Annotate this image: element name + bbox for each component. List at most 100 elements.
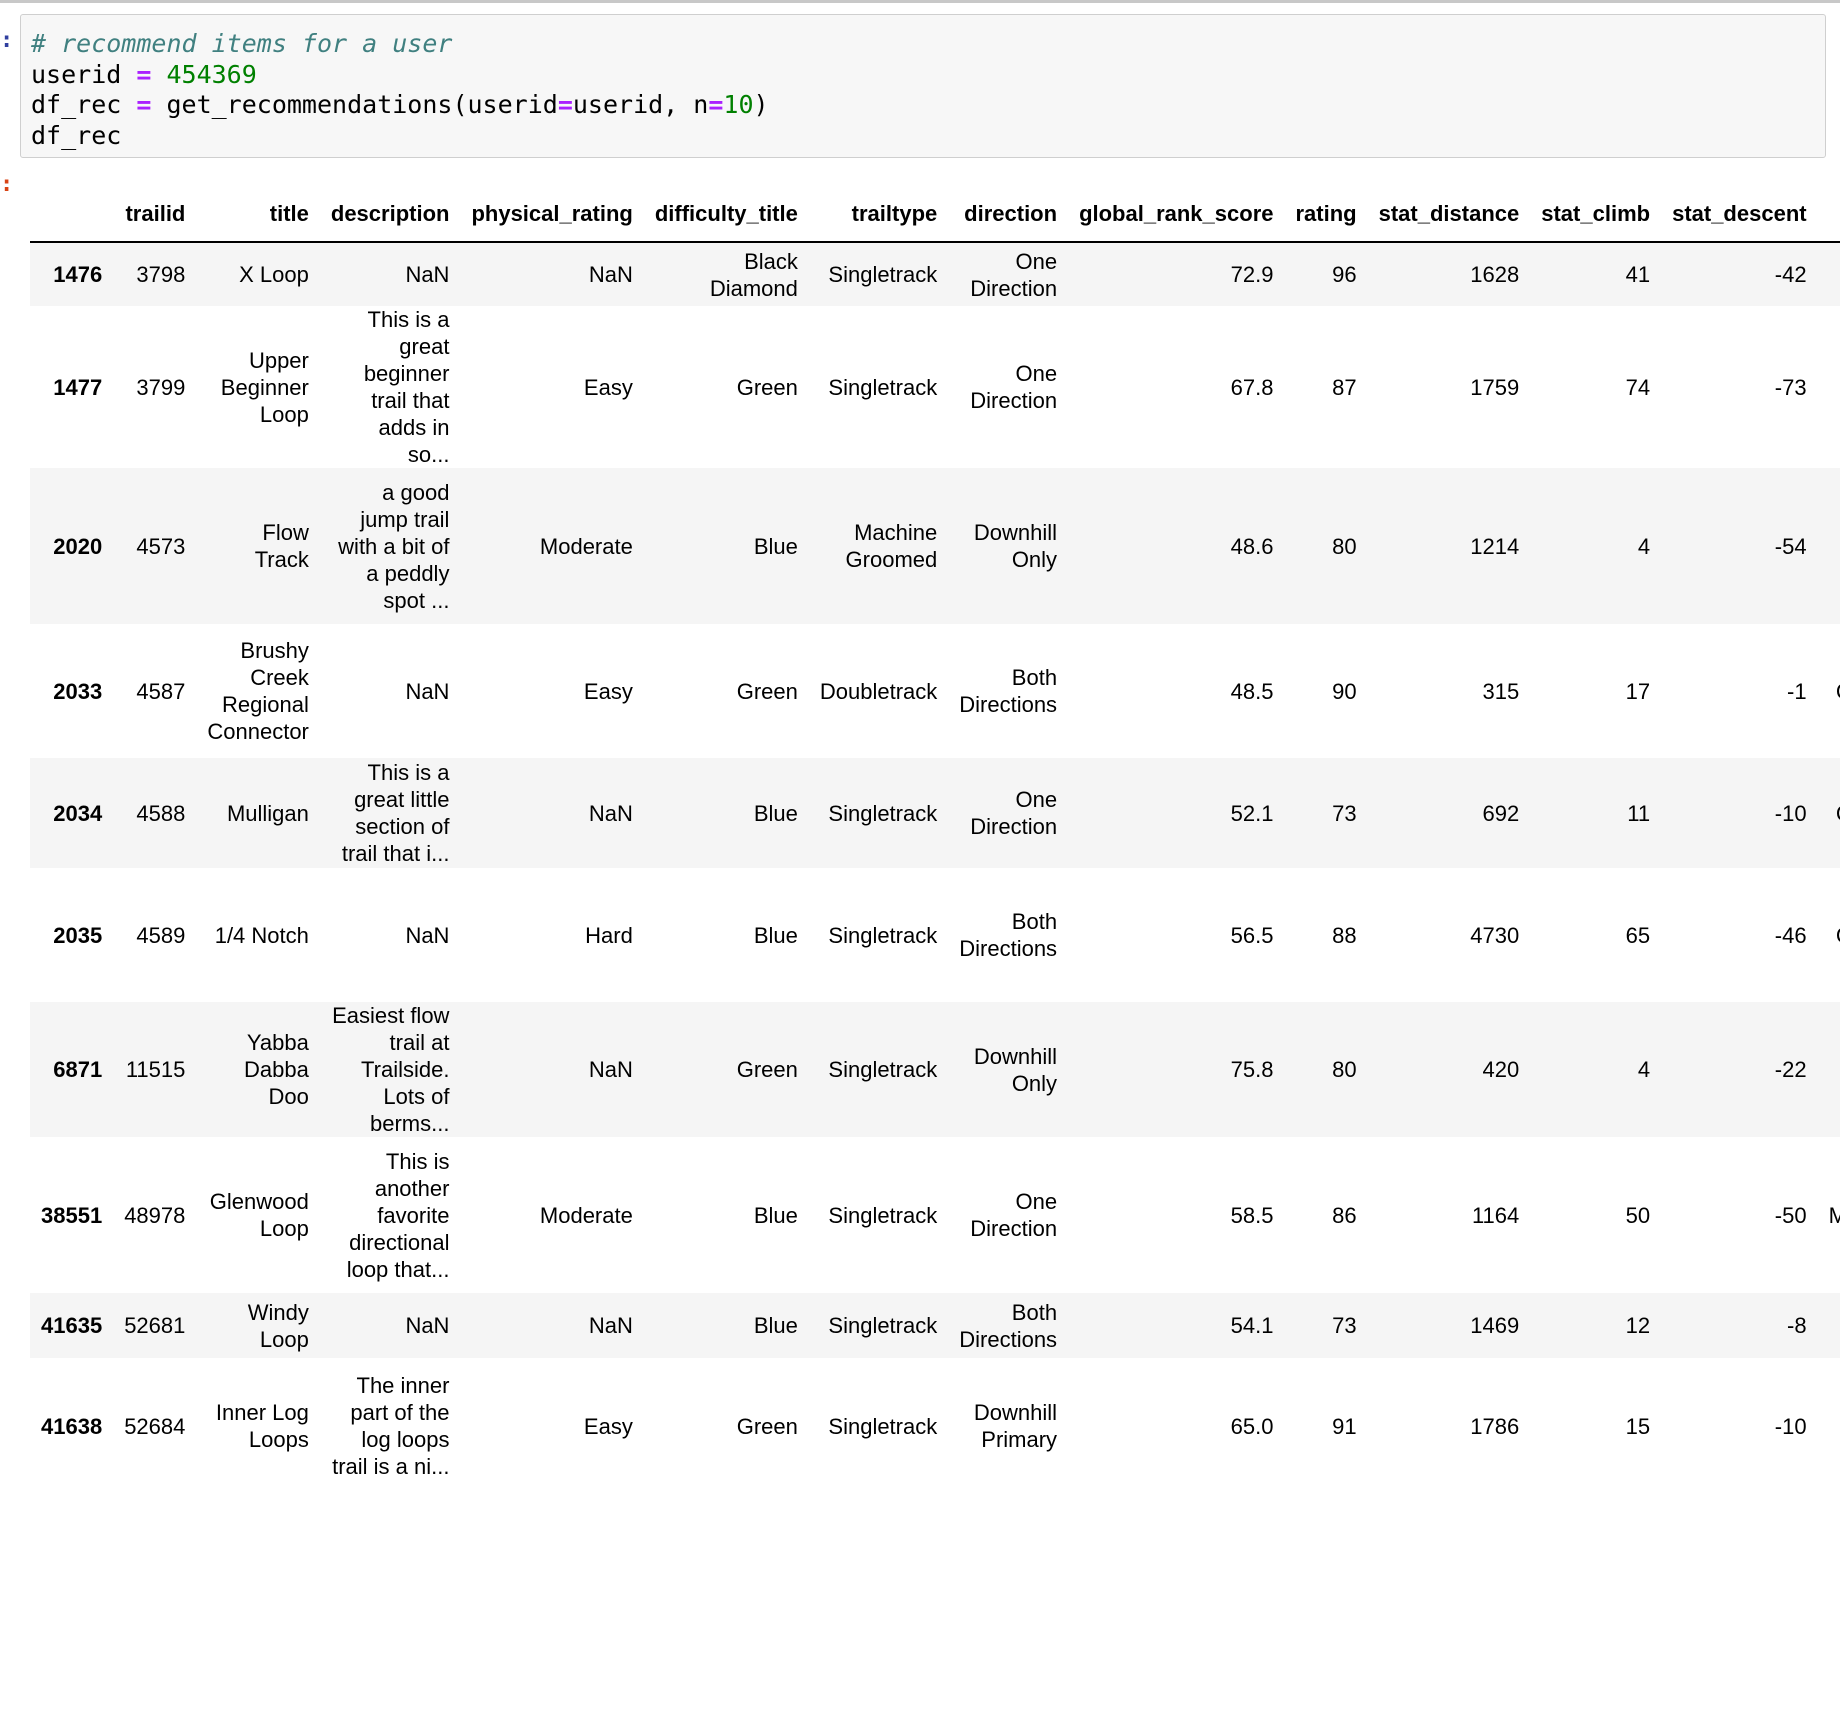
cell-stat-descent: -50 [1774,1202,1807,1228]
cell-description: This is a great beginner trail that adds… [363,307,450,467]
cell-trailid: 4588 [136,800,186,826]
cell-description: a good jump trail with a bit of a peddly… [338,479,450,613]
cell-output: trailid title description physical_ratin… [30,186,1840,1712]
cell-trailtype: Singletrack [828,1057,938,1082]
row-index: 38551 [41,1202,103,1228]
cell-physical-rating: Easy [583,1413,633,1439]
cell-trailtype: Singletrack [828,1313,938,1338]
table-row: 1476 3798 X Loop NaN NaN Black Diamond Singlet… [30,242,1840,306]
cell-title: Inner Log Loops [215,1400,309,1452]
code-cell-editor[interactable]: # recommend items for a user userid = 45… [20,14,1826,158]
cell-direction: Downhill Only [973,520,1058,572]
header-trailid: trailid [113,186,197,243]
table-row: 38551 48978 Glenwood Loop This is another f… [30,1137,1840,1293]
cell-stat-descent: -8 [1787,1313,1807,1338]
cell-truncated: C [1818,758,1840,868]
cell-trailid: 11515 [125,1057,186,1082]
code-number: 454369 [151,59,257,89]
table-row: 2020 4573 Flow Track a good jump trail with… [30,468,1840,624]
cell-stat-climb: 65 [1625,922,1651,948]
cell-difficulty-title: Blue [753,922,798,948]
cell-stat-distance: 1164 [1471,1202,1520,1228]
cell-direction: One Direction [970,361,1058,413]
row-index: 6871 [53,1057,103,1082]
cell-trailtype: Singletrack [828,1413,938,1439]
header-stat-descent: stat_descent [1661,186,1818,243]
cell-trailid: 3799 [136,374,186,400]
cell-stat-climb: 11 [1627,800,1651,826]
code-comment: # recommend items for a user [31,29,453,58]
code-number: 10 [723,90,754,119]
cell-title: Upper Beginner Loop [220,347,309,427]
cell-difficulty-title: Blue [753,1313,798,1338]
cell-rating: 73 [1332,800,1357,826]
cell-rating: 91 [1332,1413,1357,1439]
header-trailtype: trailtype [808,186,949,243]
table-row: 2034 4588 Mulligan This is a great little s… [30,758,1840,868]
table-row: 2033 4587 Brushy Creek Regional Connector N… [30,624,1840,758]
code-token: df_rec [31,120,122,150]
cell-direction: Downhill Only [973,1043,1058,1096]
cell-difficulty-title: Black Diamond [709,248,798,301]
cell-stat-climb: 4 [1637,1057,1651,1082]
cell-truncated [1818,242,1840,306]
cell-physical-rating: NaN [588,1057,633,1082]
cell-rating: 73 [1332,1313,1357,1338]
cell-direction: Downhill Primary [973,1400,1058,1452]
cell-difficulty-title: Blue [753,533,798,559]
cell-stat-climb: 15 [1625,1413,1651,1439]
cell-truncated: C [1818,868,1840,1002]
cell-difficulty-title: Green [736,1413,798,1439]
cell-rating: 80 [1332,1057,1357,1082]
header-title: title [196,186,320,243]
cell-trailtype: Machine Groomed [845,520,938,572]
cell-direction: Both Directions [959,1299,1058,1352]
cell-stat-distance: 1628 [1470,262,1520,287]
header-stat-distance: stat_distance [1367,186,1531,243]
cell-stat-descent: -42 [1774,262,1807,287]
cell-description: NaN [405,922,450,948]
cell-physical-rating: Easy [583,374,633,400]
cell-physical-rating: Moderate [539,533,633,559]
code-operator: = [136,59,152,89]
output-prompt: : [0,172,14,197]
code-token: get_recommendations(userid [151,90,558,119]
cell-stat-climb: 17 [1625,678,1651,704]
cell-trailtype: Doubletrack [819,678,938,704]
row-index: 41638 [41,1413,103,1439]
cell-title: Brushy Creek Regional Connector [207,638,309,744]
table-row: 41635 52681 Windy Loop NaN NaN Blue Singletrac… [30,1293,1840,1358]
cell-rating: 90 [1332,678,1357,704]
cell-stat-descent: -73 [1774,374,1807,400]
cell-trailid: 3798 [136,262,186,287]
cell-stat-distance: 1214 [1470,533,1520,559]
row-index: 1476 [53,262,103,287]
input-prompt: : [0,28,14,53]
cell-truncated: C [1818,624,1840,758]
row-index: 41635 [41,1313,103,1338]
dataframe-table: trailid title description physical_ratin… [30,186,1840,1494]
cell-direction: One Direction [970,248,1058,301]
header-difficulty-title: difficulty_title [643,186,809,243]
cell-truncated [1818,1293,1840,1358]
cell-title: X Loop [239,262,309,287]
cell-trailtype: Singletrack [828,262,938,287]
cell-stat-distance: 692 [1482,800,1520,826]
header-stat-climb: stat_climb [1530,186,1662,243]
cell-difficulty-title: Green [736,678,798,704]
cell-physical-rating: NaN [588,1313,633,1338]
cell-title: 1/4 Notch [214,922,309,948]
cell-stat-distance: 4730 [1470,922,1520,948]
header-physical-rating: physical_rating [460,186,644,243]
cell-global-rank-score: 65.0 [1230,1413,1274,1439]
cell-description: NaN [405,678,450,704]
cell-physical-rating: Easy [583,678,633,704]
cell-direction: Both Directions [959,665,1058,717]
row-index: 2020 [53,533,103,559]
table-body: 1476 3798 X Loop NaN NaN Black Diamond Singlet… [30,242,1840,1494]
cell-difficulty-title: Blue [753,1202,798,1228]
cell-trailid: 4589 [136,922,186,948]
cell-trailid: 4573 [136,533,186,559]
row-index: 1477 [53,374,103,400]
cell-trailtype: Singletrack [828,1202,938,1228]
